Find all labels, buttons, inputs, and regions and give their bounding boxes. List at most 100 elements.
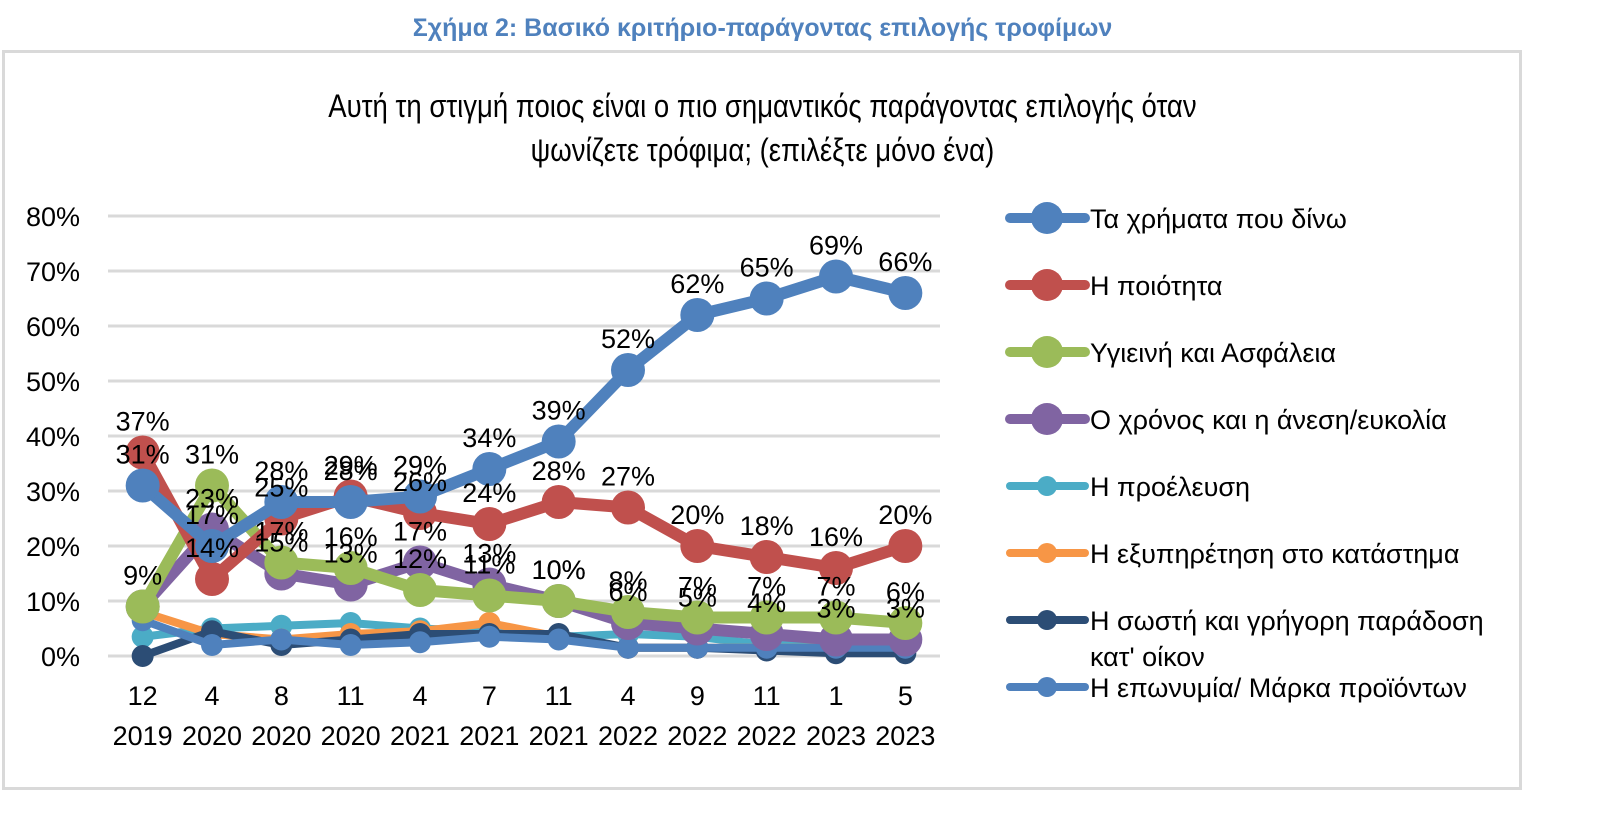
data-label: 14% <box>185 533 239 563</box>
x-tick-month: 11 <box>337 681 365 711</box>
y-tick-label: 40% <box>26 422 80 452</box>
data-label: 5% <box>678 583 717 613</box>
x-tick-month: 1 <box>828 681 843 711</box>
legend-marker-icon <box>1031 269 1063 301</box>
data-point <box>749 600 784 635</box>
data-label: 39% <box>532 396 586 426</box>
data-label: 17% <box>185 500 239 530</box>
data-label: 31% <box>116 440 170 470</box>
legend-marker-icon <box>1037 677 1057 697</box>
data-label: 23% <box>185 484 239 514</box>
data-point <box>472 578 507 613</box>
y-tick-label: 20% <box>26 532 80 562</box>
data-point <box>547 628 570 651</box>
data-label: 16% <box>809 522 863 552</box>
data-point <box>264 485 299 519</box>
data-label: 3% <box>886 594 925 624</box>
data-point <box>270 628 293 651</box>
data-label: 10% <box>532 555 586 585</box>
chart-title: Αυτή τη στιγμή ποιος είναι ο πιο σημαντι… <box>107 84 1419 172</box>
data-label: 26% <box>393 467 447 497</box>
data-point <box>403 573 437 607</box>
data-label: 28% <box>324 456 378 486</box>
data-point <box>888 276 923 310</box>
data-point <box>888 606 923 640</box>
data-label: 17% <box>393 517 447 547</box>
data-point <box>819 600 853 635</box>
data-label: 3% <box>816 594 855 624</box>
data-point <box>195 468 229 503</box>
legend-label: κατ' οίκον <box>1090 642 1205 672</box>
legend-label: Η σωστή και γρήγορη παράδοση <box>1090 606 1484 636</box>
y-tick-label: 0% <box>41 642 80 672</box>
x-tick-month: 7 <box>482 681 497 711</box>
data-label: 69% <box>809 231 863 261</box>
y-tick-label: 30% <box>26 477 80 507</box>
x-tick-month: 4 <box>412 681 427 711</box>
data-label: 65% <box>740 253 794 283</box>
data-point <box>611 353 645 387</box>
data-point <box>611 490 645 525</box>
y-tick-label: 80% <box>26 202 80 232</box>
data-label: 28% <box>254 456 308 486</box>
data-point <box>472 452 507 486</box>
legend-label: Τα χρήματα που δίνω <box>1090 204 1347 234</box>
legend-label: Η επωνυμία/ Μάρκα προϊόντων <box>1090 673 1467 703</box>
x-tick-year: 2023 <box>875 721 935 751</box>
legend-marker-icon <box>1031 403 1063 435</box>
data-point <box>201 634 223 656</box>
data-label: 11% <box>463 550 515 580</box>
chart-title-line-1: Αυτή τη στιγμή ποιος είναι ο πιο σημαντι… <box>328 88 1197 124</box>
series-lines <box>125 259 923 667</box>
data-label: 25% <box>254 473 308 503</box>
legend-marker-icon <box>1031 336 1063 368</box>
data-label: 6% <box>608 577 647 607</box>
data-point <box>403 479 437 514</box>
x-tick-year: 2020 <box>251 721 311 751</box>
y-tick-label: 60% <box>26 312 80 342</box>
data-point <box>131 625 154 648</box>
data-point <box>617 636 639 659</box>
legend-label: Ο χρόνος και η άνεση/ευκολία <box>1090 405 1447 435</box>
data-label: 13% <box>324 539 378 569</box>
y-tick-label: 50% <box>26 367 80 397</box>
data-point <box>131 645 154 667</box>
data-label: 8% <box>608 566 647 596</box>
data-label: 17% <box>254 517 308 547</box>
data-label: 7% <box>816 572 855 602</box>
x-tick-year: 2023 <box>806 721 866 751</box>
data-label: 6% <box>886 577 925 607</box>
data-label: 27% <box>601 462 655 492</box>
x-tick-year: 2022 <box>667 721 727 751</box>
data-label: 20% <box>878 500 932 530</box>
series-line <box>138 616 910 652</box>
data-label: 37% <box>116 407 170 437</box>
data-point <box>680 529 715 563</box>
x-tick-month: 4 <box>620 681 635 711</box>
data-label: 52% <box>601 324 655 354</box>
data-point <box>680 600 715 635</box>
data-point <box>888 529 923 563</box>
figure-caption: Σχήμα 2: Βασικό κριτήριο-παράγοντας επιλ… <box>412 14 1113 42</box>
data-point <box>195 529 229 563</box>
data-label: 7% <box>678 572 717 602</box>
data-label: 7% <box>747 572 786 602</box>
data-point <box>749 540 784 574</box>
data-point <box>409 631 431 654</box>
data-point <box>472 507 507 541</box>
data-label: 13% <box>462 539 516 569</box>
data-point <box>333 551 368 585</box>
legend-label: Η προέλευση <box>1090 472 1250 502</box>
data-point <box>541 424 576 459</box>
x-tick-year: 2022 <box>737 721 797 751</box>
x-tick-year: 2021 <box>459 721 519 751</box>
data-label: 20% <box>670 500 724 530</box>
x-tick-year: 2021 <box>529 721 589 751</box>
y-tick-label: 70% <box>26 257 80 287</box>
x-tick-year: 2022 <box>598 721 658 751</box>
legend-marker-icon <box>1037 610 1057 630</box>
data-point <box>125 589 160 624</box>
series-line <box>136 270 912 552</box>
data-label: 62% <box>670 269 724 299</box>
